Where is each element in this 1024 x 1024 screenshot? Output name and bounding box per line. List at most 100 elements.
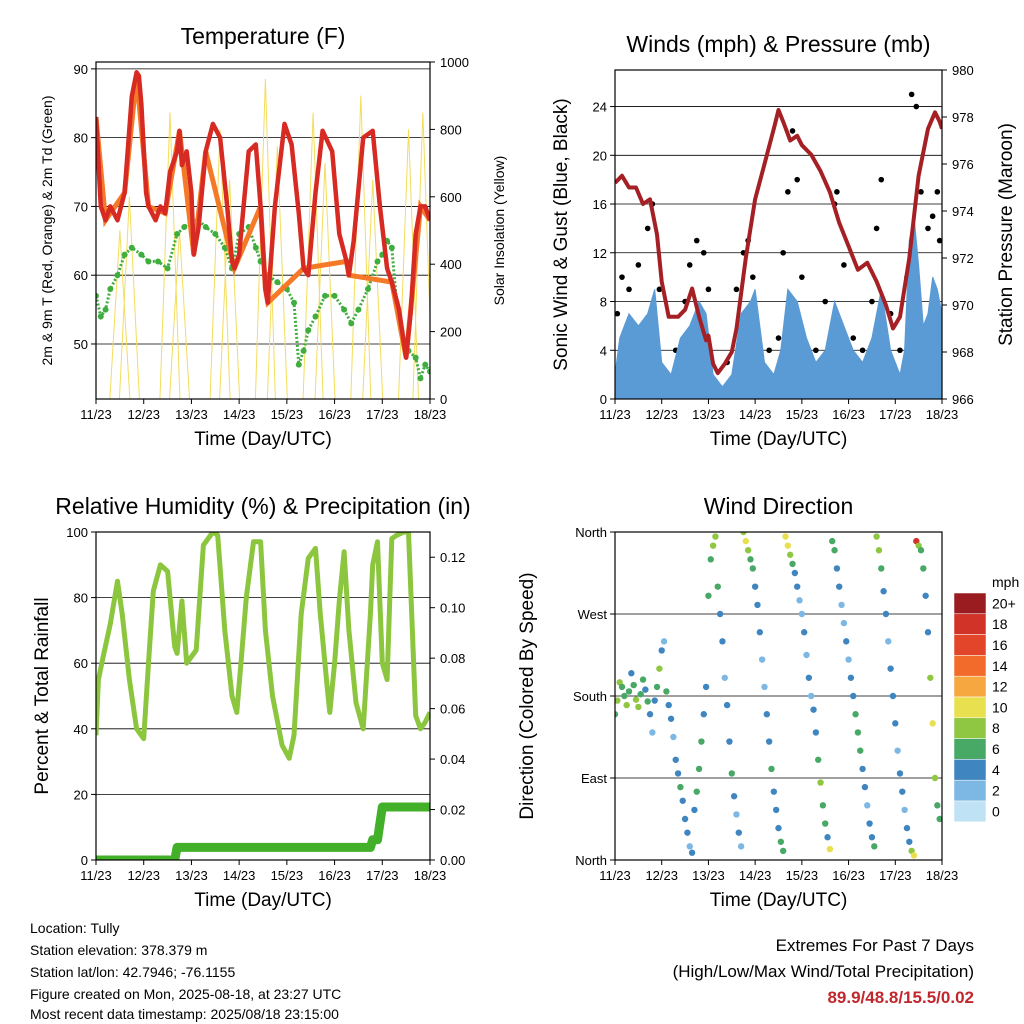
direction-point xyxy=(875,547,883,554)
latlon-text: Station lat/lon: 42.7946; -76.1155 xyxy=(30,964,236,980)
y-right-tick-label: 400 xyxy=(440,257,462,272)
x-tick-label: 15/23 xyxy=(271,407,304,422)
legend-swatch xyxy=(953,634,987,656)
gust-point xyxy=(780,249,786,256)
legend-swatch xyxy=(953,738,987,760)
gust-point xyxy=(766,347,772,354)
direction-point xyxy=(630,681,637,689)
gust-point xyxy=(929,213,936,220)
y-tick-label: 8 xyxy=(600,295,607,310)
gust-point xyxy=(925,225,931,232)
direction-point xyxy=(744,547,752,554)
direction-point xyxy=(843,638,850,645)
y-tick-label: 90 xyxy=(74,62,88,77)
direction-point xyxy=(810,706,817,713)
y-right-tick-label: 978 xyxy=(952,110,974,125)
direction-point xyxy=(927,674,934,681)
direction-point xyxy=(763,711,771,718)
y-right-axis-label: Solar Insolation (Yellow) xyxy=(491,156,507,306)
legend-swatch xyxy=(953,655,987,677)
direction-point xyxy=(691,806,698,814)
x-tick-label: 11/23 xyxy=(599,407,631,422)
gust-point xyxy=(775,335,782,341)
x-tick-label: 12/23 xyxy=(645,407,678,422)
gust-point xyxy=(859,347,866,354)
direction-point xyxy=(679,797,686,804)
x-axis-label: Time (Day/UTC) xyxy=(194,429,332,450)
plot-area xyxy=(615,91,942,399)
legend-swatch xyxy=(953,696,987,719)
direction-point xyxy=(670,733,677,741)
x-axis-label: Time (Day/UTC) xyxy=(710,429,848,450)
gust-point xyxy=(794,176,800,183)
y-right-tick-label: 0 xyxy=(440,392,447,407)
gust-point xyxy=(841,262,847,268)
direction-point xyxy=(882,610,890,618)
direction-point xyxy=(901,806,908,814)
direction-point xyxy=(740,532,747,536)
y-right-tick-label: 980 xyxy=(952,63,974,78)
direction-point xyxy=(784,542,792,549)
y-tick-label: 50 xyxy=(74,337,88,352)
direction-point xyxy=(836,583,843,590)
direction-point xyxy=(812,729,820,736)
direction-point xyxy=(735,829,742,836)
extremes-subheading: (High/Low/Max Wind/Total Precipitation) xyxy=(672,962,974,981)
x-tick-label: 13/23 xyxy=(692,407,725,422)
direction-point xyxy=(646,711,654,718)
direction-point xyxy=(803,651,810,659)
x-tick-label: 15/23 xyxy=(786,407,819,422)
direction-point xyxy=(723,701,731,709)
y-right-tick-label: 0.04 xyxy=(440,752,465,767)
y-axis-label: 2m & 9m T (Red, Orange) & 2m Td (Green) xyxy=(39,96,55,366)
y-right-axis-label: Station Pressure (Maroon) xyxy=(996,123,1017,346)
solar-spike xyxy=(302,112,324,399)
y-tick-label: South xyxy=(573,689,607,704)
y-tick-label: North xyxy=(575,853,607,868)
direction-point xyxy=(819,802,827,809)
y-right-tick-label: 1000 xyxy=(440,55,469,70)
chart-title: Relative Humidity (%) & Precipitation (i… xyxy=(55,493,470,519)
gust-point xyxy=(635,262,642,268)
y-right-tick-label: 0.12 xyxy=(440,550,465,565)
direction-point xyxy=(845,656,852,663)
direction-point xyxy=(702,683,710,691)
direction-point xyxy=(878,565,885,572)
direction-point xyxy=(674,770,682,777)
direction-point xyxy=(903,824,911,832)
timestamp-text: Most recent data timestamp: 2025/08/18 2… xyxy=(30,1006,339,1022)
gust-point xyxy=(705,286,712,293)
direction-point xyxy=(852,711,859,718)
gust-point xyxy=(813,347,819,354)
direction-point xyxy=(632,696,640,703)
direction-point xyxy=(672,756,679,763)
gust-point xyxy=(700,249,707,256)
direction-point xyxy=(707,556,714,563)
gust-point xyxy=(878,176,885,183)
y-right-tick-label: 976 xyxy=(952,157,974,172)
y-tick-label: East xyxy=(581,771,607,786)
y-tick-label: 20 xyxy=(74,787,88,802)
direction-point xyxy=(936,815,942,823)
direction-point xyxy=(829,537,836,545)
x-tick-label: 14/23 xyxy=(739,868,772,883)
dewpoint-line xyxy=(96,218,430,384)
direction-point xyxy=(758,656,766,663)
direction-point xyxy=(644,698,651,705)
y-right-tick-label: 0.10 xyxy=(440,601,465,616)
direction-point xyxy=(695,765,703,773)
x-tick-label: 17/23 xyxy=(879,868,912,883)
direction-point xyxy=(798,610,806,618)
gust-point xyxy=(733,286,740,293)
direction-point xyxy=(822,820,829,827)
y-right-tick-label: 970 xyxy=(952,298,974,313)
direction-point xyxy=(917,547,925,554)
gust-point xyxy=(822,298,829,305)
gust-point xyxy=(850,335,857,341)
direction-point xyxy=(770,788,778,795)
direction-point xyxy=(642,686,649,693)
direction-point xyxy=(864,802,871,809)
y-right-tick-label: 966 xyxy=(952,392,974,407)
gust-point xyxy=(626,286,632,293)
